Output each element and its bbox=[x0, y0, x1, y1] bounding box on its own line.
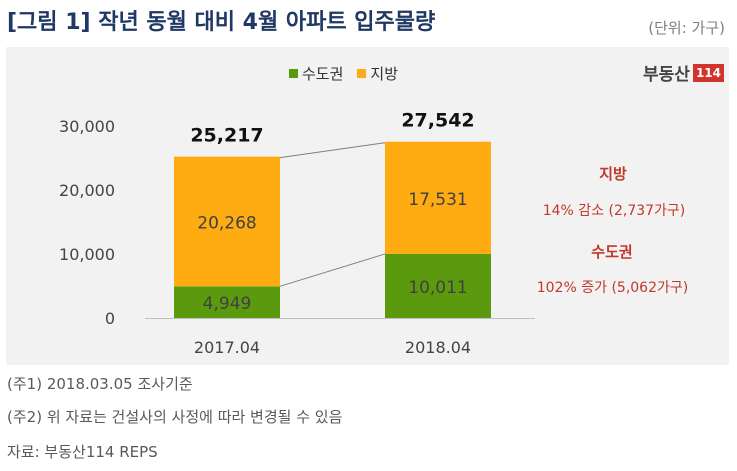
brand-logo: 부동산 114 bbox=[643, 60, 724, 85]
x-tick-label-2018.04: 2018.04 bbox=[405, 338, 471, 357]
source-note: 자료: 부동산114 REPS bbox=[7, 443, 158, 461]
x-tick-label-2017.04: 2017.04 bbox=[194, 338, 260, 357]
legend-item-sudo: 수도권 bbox=[289, 63, 343, 84]
data-label-수도권-2018.04: 10,011 bbox=[408, 278, 467, 298]
y-tick-label-2: 20,000 bbox=[59, 181, 115, 200]
footnote-1: (주1) 2018.03.05 조사기준 bbox=[7, 375, 193, 393]
bar-지방-2018.04 bbox=[385, 141, 491, 254]
bar-수도권-2018.04 bbox=[385, 253, 491, 318]
data-label-수도권-2017.04: 4,949 bbox=[203, 294, 252, 314]
connector-line-sudo bbox=[279, 253, 386, 287]
bar-수도권-2017.04 bbox=[174, 286, 280, 318]
chart-panel bbox=[6, 47, 729, 365]
connector-line-total bbox=[279, 142, 386, 159]
brand-name: 부동산 bbox=[643, 65, 690, 85]
total-label-2017.04: 25,217 bbox=[190, 125, 263, 147]
unit-label: (단위: 가구) bbox=[648, 19, 725, 37]
y-tick-label-3: 30,000 bbox=[59, 117, 115, 136]
annotation-jibang-desc: 14% 감소 (2,737가구) bbox=[542, 203, 686, 219]
annotation-jibang-title: 지방 bbox=[599, 165, 627, 183]
legend-label-sudo: 수도권 bbox=[302, 65, 344, 83]
legend: 수도권 지방 bbox=[289, 63, 412, 84]
annotation-sudo-desc: 102% 증가 (5,062가구) bbox=[536, 280, 689, 296]
total-label-2018.04: 27,542 bbox=[401, 110, 474, 132]
legend-label-jibang: 지방 bbox=[370, 65, 399, 83]
legend-swatch-jibang bbox=[357, 69, 367, 78]
legend-item-jibang: 지방 bbox=[357, 63, 398, 84]
y-tick-label-1: 10,000 bbox=[59, 245, 115, 264]
bar-지방-2017.04 bbox=[174, 156, 280, 287]
y-tick-label-0: 0 bbox=[105, 309, 115, 328]
annotation-sudo-title: 수도권 bbox=[591, 243, 633, 261]
legend-swatch-sudo bbox=[289, 69, 298, 78]
data-label-지방-2018.04: 17,531 bbox=[408, 190, 467, 210]
chart-title: [그림 1] 작년 동월 대비 4월 아파트 입주물량 bbox=[7, 10, 436, 35]
data-label-지방-2017.04: 20,268 bbox=[197, 213, 256, 233]
footnote-2: (주2) 위 자료는 건설사의 사정에 따라 변경될 수 있음 bbox=[7, 408, 343, 426]
brand-number: 114 bbox=[692, 63, 724, 82]
